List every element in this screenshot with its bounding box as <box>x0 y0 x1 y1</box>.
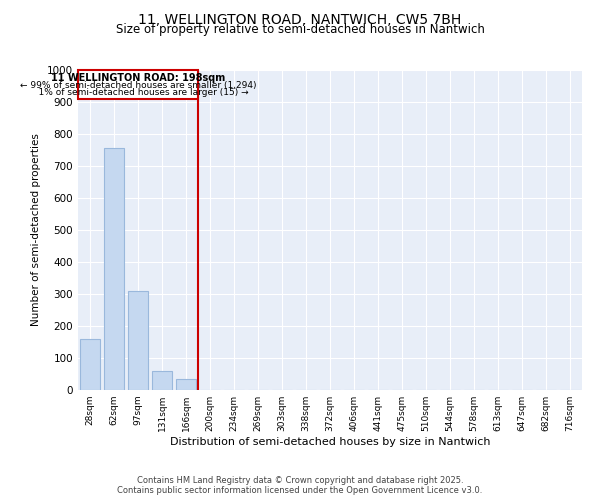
Text: 1% of semi-detached houses are larger (15) →: 1% of semi-detached houses are larger (1… <box>27 88 249 97</box>
Bar <box>104 148 124 390</box>
Bar <box>128 291 148 390</box>
Text: Contains HM Land Registry data © Crown copyright and database right 2025.
Contai: Contains HM Land Registry data © Crown c… <box>118 476 482 495</box>
Text: 11 WELLINGTON ROAD: 198sqm: 11 WELLINGTON ROAD: 198sqm <box>51 73 225 83</box>
Bar <box>176 379 196 390</box>
Y-axis label: Number of semi-detached properties: Number of semi-detached properties <box>31 134 41 326</box>
X-axis label: Distribution of semi-detached houses by size in Nantwich: Distribution of semi-detached houses by … <box>170 437 490 447</box>
Text: 11, WELLINGTON ROAD, NANTWICH, CW5 7BH: 11, WELLINGTON ROAD, NANTWICH, CW5 7BH <box>139 12 461 26</box>
Bar <box>80 339 100 390</box>
FancyBboxPatch shape <box>78 70 198 99</box>
Bar <box>152 371 172 390</box>
Text: ← 99% of semi-detached houses are smaller (1,294): ← 99% of semi-detached houses are smalle… <box>20 81 256 90</box>
Text: Size of property relative to semi-detached houses in Nantwich: Size of property relative to semi-detach… <box>116 22 484 36</box>
